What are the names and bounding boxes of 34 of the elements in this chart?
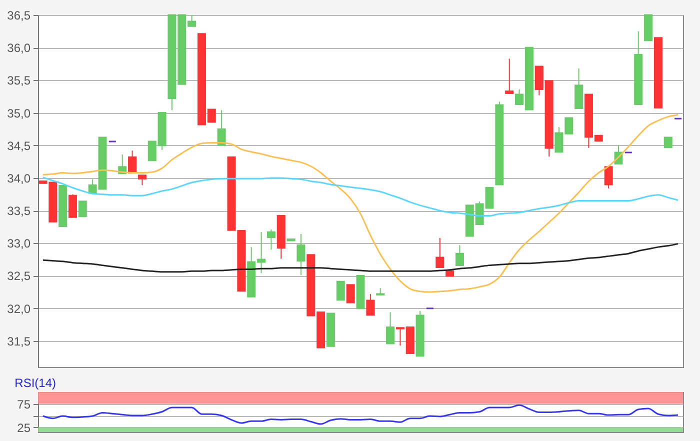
y-tick-label: 36,0 bbox=[7, 41, 31, 56]
y-tick-label: 35,5 bbox=[7, 74, 31, 88]
y-tick-label: 33,5 bbox=[7, 204, 31, 218]
line-series bbox=[42, 243, 679, 273]
candlestick bbox=[366, 293, 375, 316]
line-series bbox=[42, 114, 679, 293]
y-tick-label: 32,5 bbox=[7, 269, 31, 284]
candlestick bbox=[68, 194, 77, 218]
candlestick bbox=[436, 237, 444, 268]
y-tick-label: 34,0 bbox=[7, 171, 31, 186]
candlestick bbox=[455, 244, 464, 266]
candlestick bbox=[505, 58, 514, 94]
candlestick bbox=[78, 200, 87, 218]
y-tick-label: 32,0 bbox=[7, 302, 31, 316]
candlestick bbox=[138, 174, 146, 186]
candlestick bbox=[128, 150, 137, 174]
candlestick bbox=[336, 280, 345, 301]
y-tick-label: 34,5 bbox=[7, 138, 31, 153]
y-tick-label: 25 bbox=[17, 420, 31, 435]
candlestick bbox=[604, 166, 613, 189]
candlestick bbox=[217, 110, 226, 146]
candlestick bbox=[386, 312, 395, 344]
candlestick bbox=[346, 284, 355, 304]
y-tick-label: 35,0 bbox=[7, 106, 31, 120]
chart-title: RSI(14) bbox=[14, 376, 56, 390]
candlestick bbox=[296, 234, 306, 276]
y-tick-label: 33,0 bbox=[7, 236, 31, 251]
line-series bbox=[42, 404, 679, 425]
y-tick-label: 36,5 bbox=[7, 8, 31, 22]
y-tick-label: 31,5 bbox=[7, 334, 31, 348]
candlestick bbox=[266, 228, 276, 250]
candlestick bbox=[574, 68, 584, 109]
candlestick bbox=[664, 136, 672, 148]
y-tick-label: 75 bbox=[17, 397, 31, 412]
